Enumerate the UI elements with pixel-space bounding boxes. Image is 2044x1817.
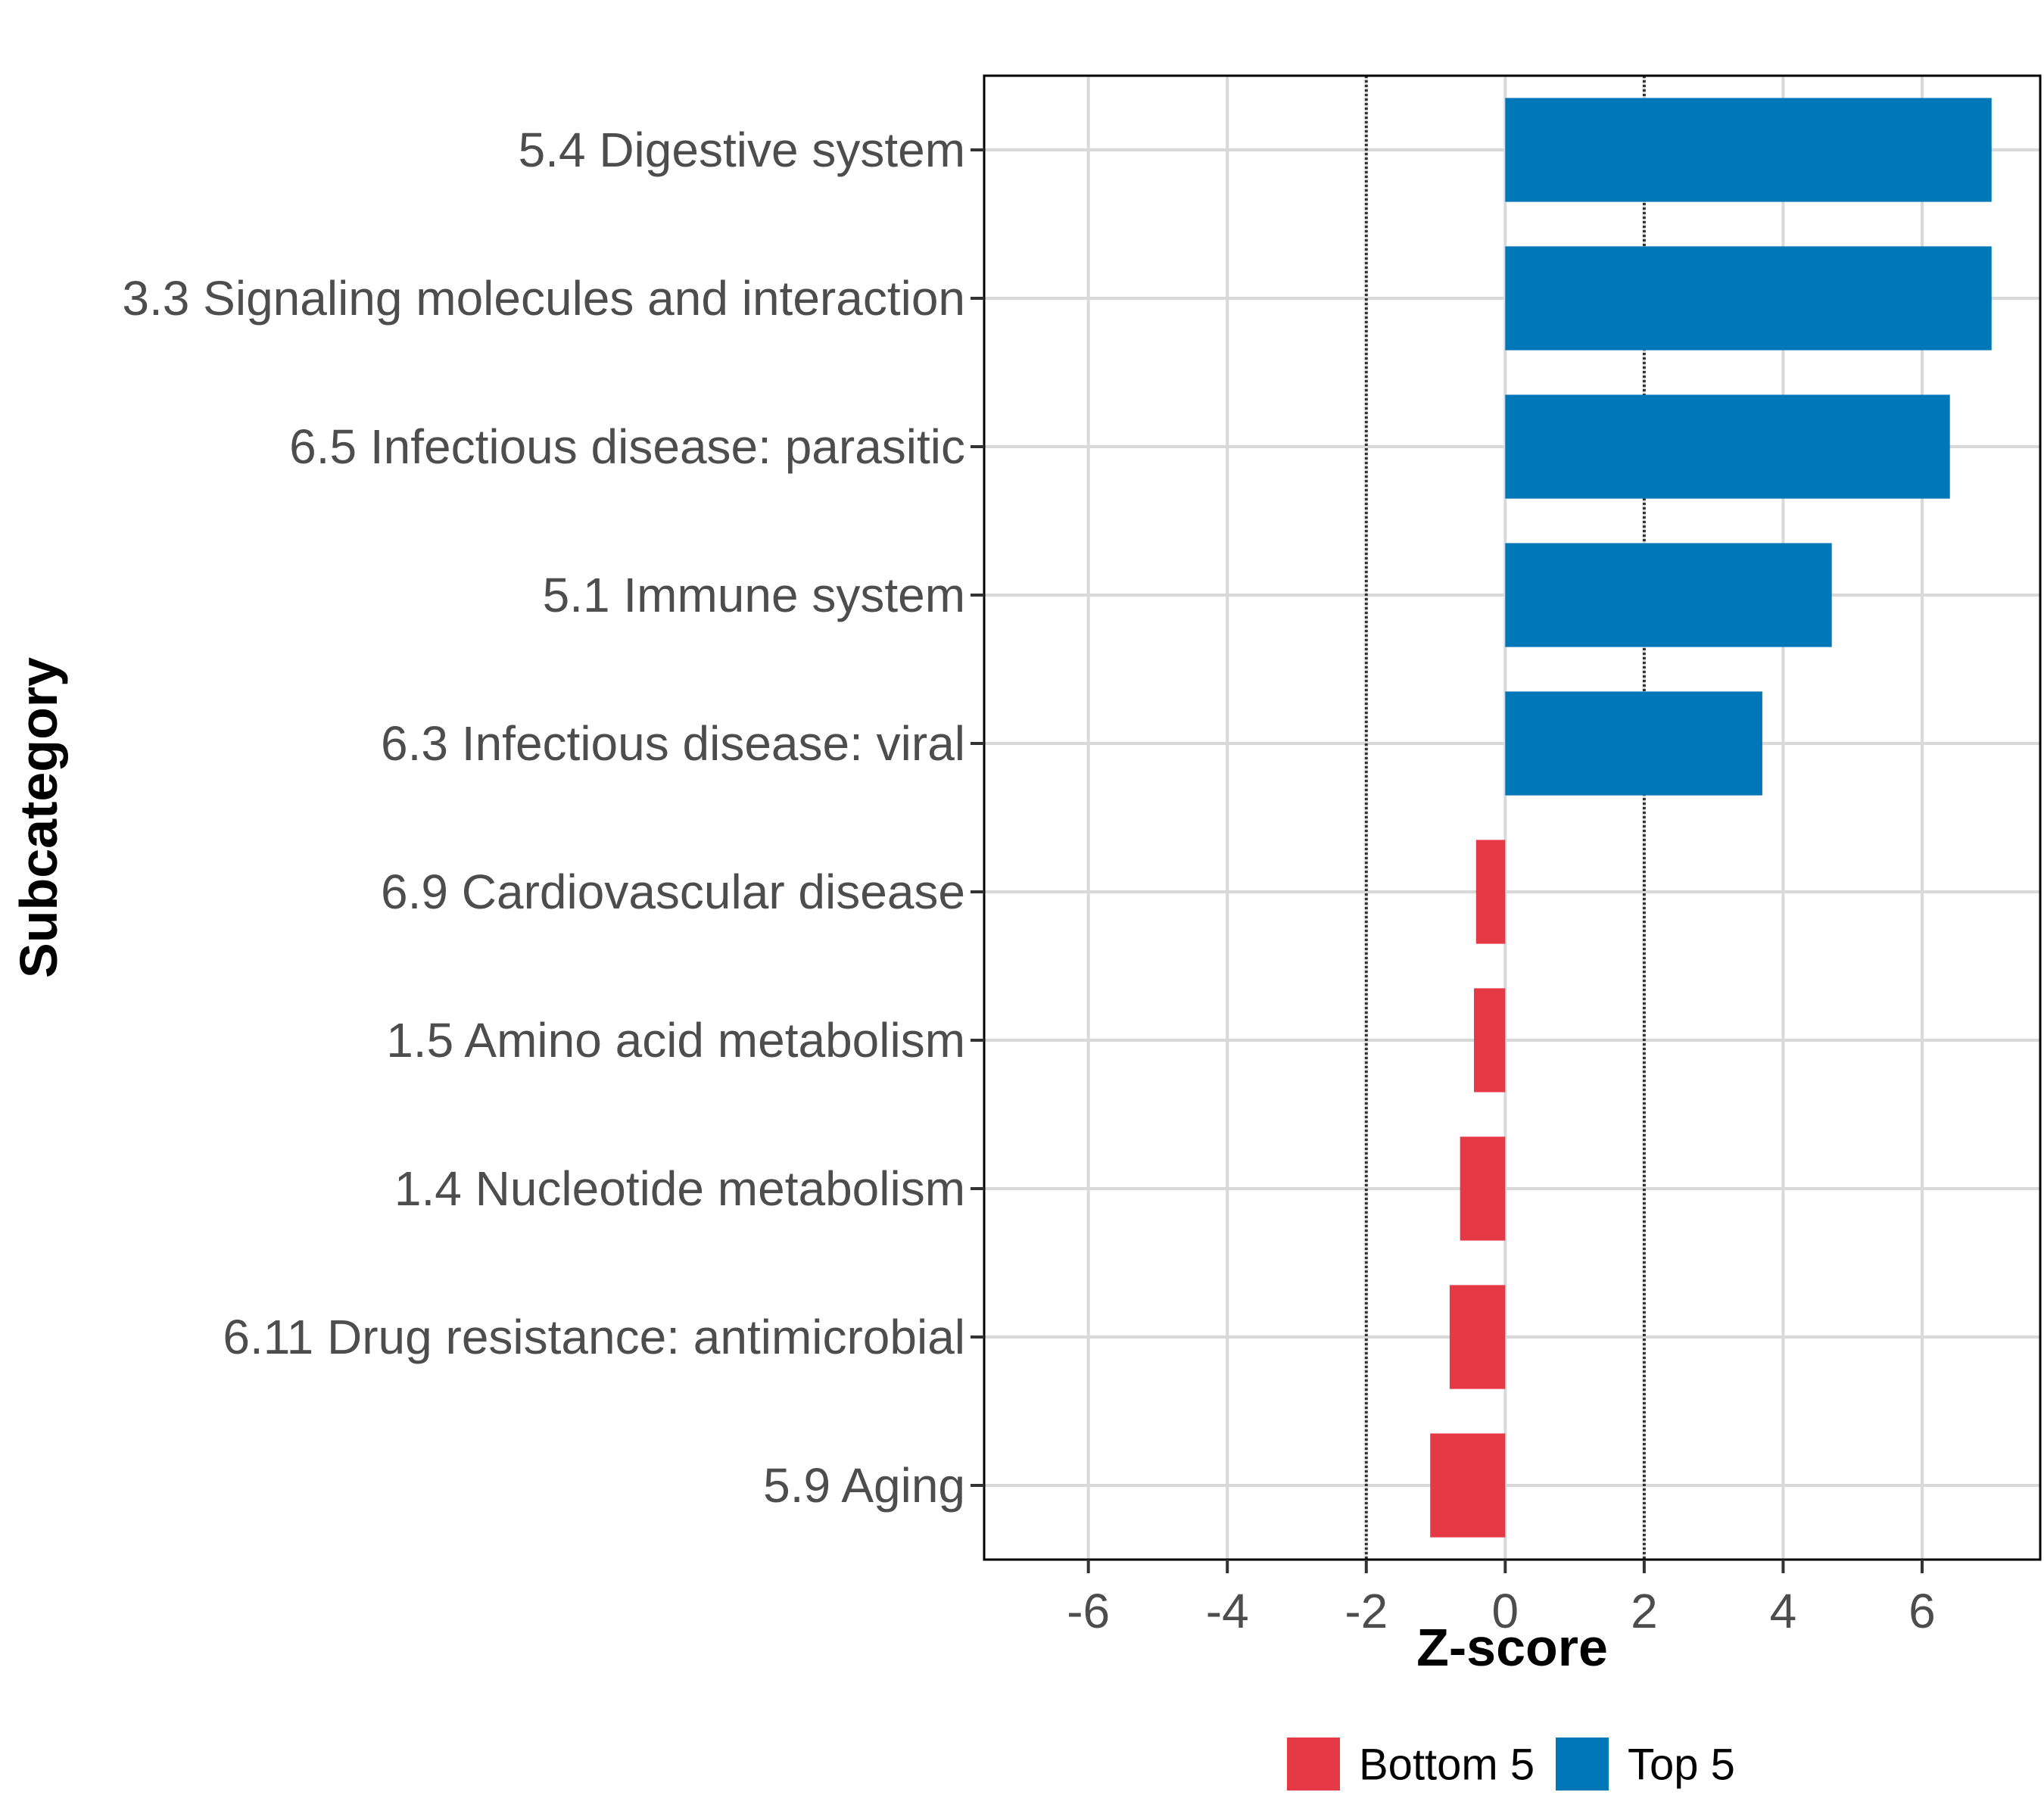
- bar: [1505, 394, 1950, 499]
- bar: [1505, 98, 1992, 202]
- y-tick-label: 1.5 Amino acid metabolism: [386, 1013, 965, 1067]
- legend-swatch: [1287, 1738, 1340, 1791]
- bar: [1430, 1433, 1506, 1538]
- legend: Bottom 5 Top 5: [1287, 1738, 1735, 1791]
- bar: [1505, 543, 1832, 647]
- y-tick-label: 6.11 Drug resistance: antimicrobial: [223, 1310, 965, 1364]
- x-tick-label: 6: [1908, 1584, 1936, 1638]
- y-tick-label: 6.5 Infectious disease: parasitic: [289, 419, 965, 474]
- legend-label: Top 5: [1628, 1741, 1735, 1790]
- bar: [1505, 691, 1762, 796]
- y-tick-label: 5.4 Digestive system: [519, 123, 965, 177]
- y-tick-label: 5.9 Aging: [763, 1458, 965, 1513]
- x-tick-label: 4: [1770, 1584, 1797, 1638]
- legend-label: Bottom 5: [1359, 1741, 1535, 1790]
- legend-swatch: [1556, 1738, 1609, 1791]
- x-tick-label: -2: [1344, 1584, 1388, 1638]
- y-axis-title: Subcategory: [9, 657, 68, 978]
- legend-item: Bottom 5: [1287, 1738, 1535, 1791]
- x-axis-title: Z-score: [1416, 1618, 1608, 1677]
- y-tick-label: 3.3 Signaling molecules and interaction: [122, 271, 965, 326]
- x-axis: -6 -4 -2 0 2 4 6: [1067, 1560, 1936, 1638]
- bar: [1460, 1136, 1506, 1241]
- x-tick-label: -4: [1206, 1584, 1249, 1638]
- y-axis: 5.4 Digestive system 3.3 Signaling molecu…: [122, 123, 984, 1513]
- legend-item: Top 5: [1556, 1738, 1735, 1791]
- bar: [1449, 1285, 1506, 1389]
- bars: [1430, 98, 1992, 1538]
- bar: [1475, 840, 1506, 944]
- x-tick-label: -6: [1067, 1584, 1110, 1638]
- x-tick-label: 2: [1631, 1584, 1658, 1638]
- x-tick-label: 0: [1492, 1584, 1519, 1638]
- panel-border: [983, 74, 2042, 1561]
- y-tick-label: 6.9 Cardiovascular disease: [381, 865, 965, 919]
- y-tick-label: 5.1 Immune system: [543, 568, 965, 622]
- bar: [1474, 988, 1506, 1092]
- y-tick-label: 1.4 Nucleotide metabolism: [394, 1161, 965, 1216]
- y-tick-label: 6.3 Infectious disease: viral: [381, 716, 965, 771]
- bar: [1505, 246, 1992, 351]
